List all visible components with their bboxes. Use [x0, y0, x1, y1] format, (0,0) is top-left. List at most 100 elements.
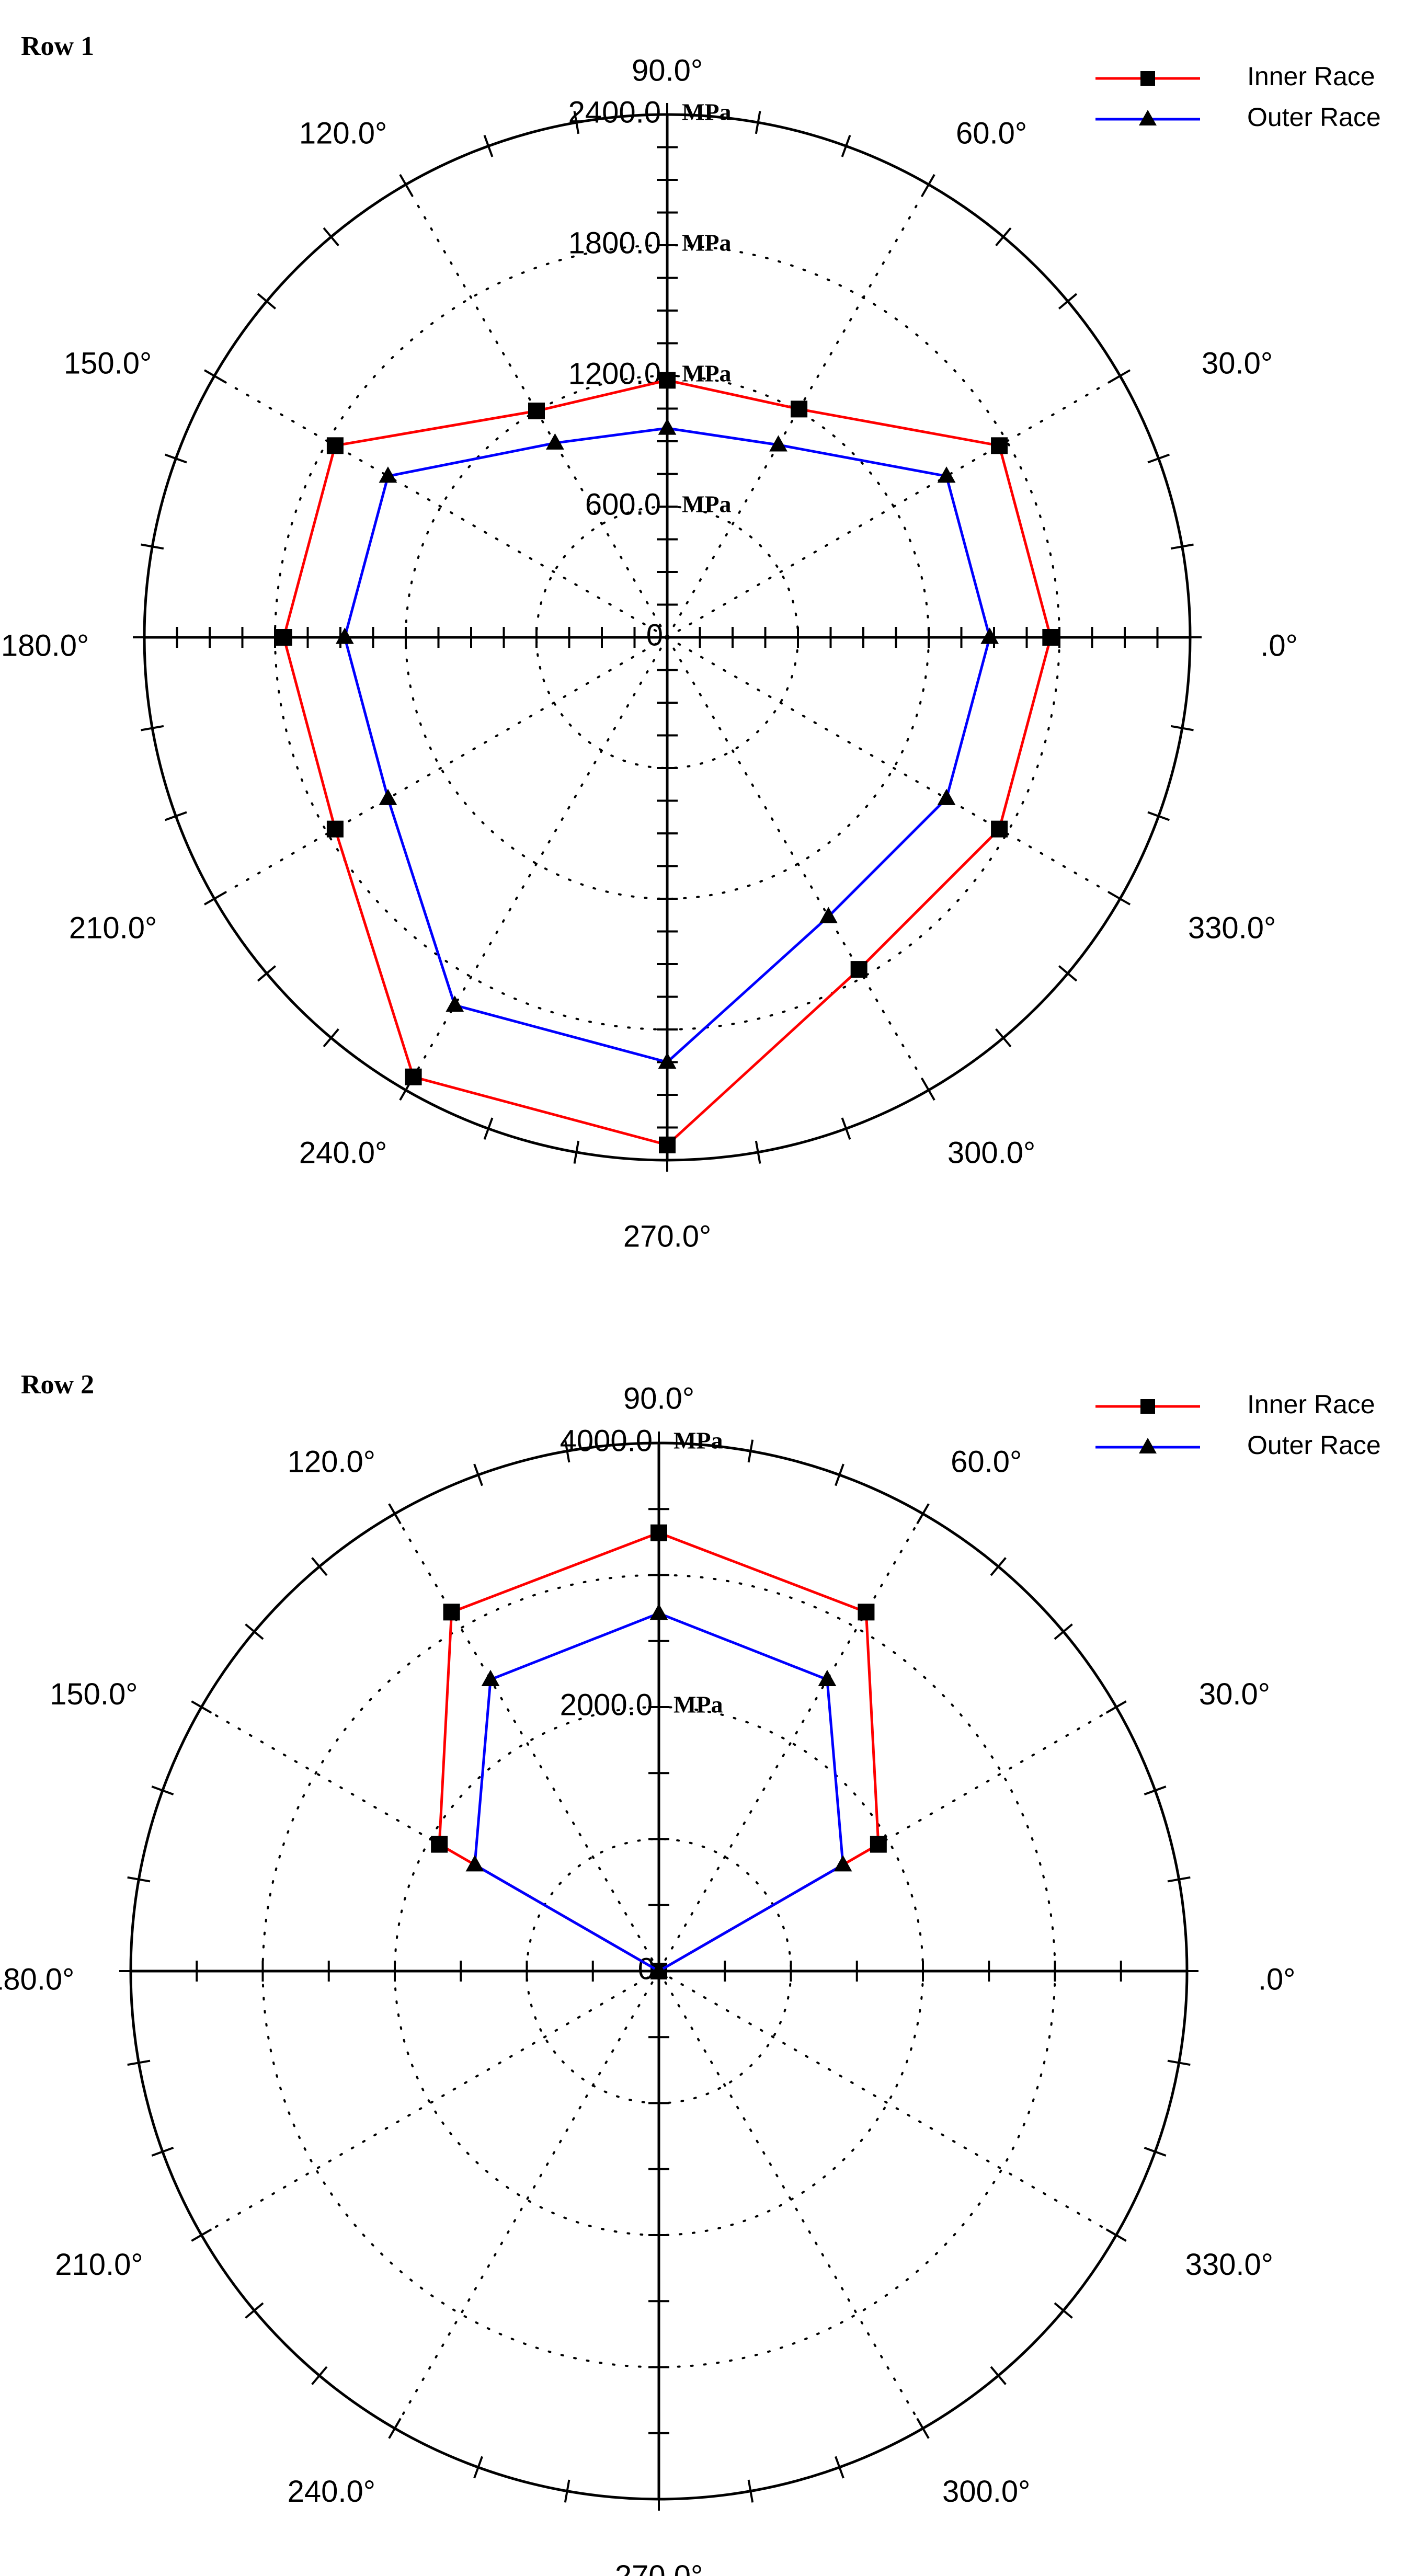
outer-tick: [311, 1557, 328, 1576]
legend-marker-square: [1140, 71, 1155, 86]
outer-tick: [151, 1785, 174, 1795]
data-point-outer-race: [546, 433, 564, 450]
data-point-outer-race: [658, 1052, 677, 1069]
radial-gridline-150: [213, 375, 668, 638]
outer-tick: [203, 369, 225, 383]
angle-label-120: 120.0°: [299, 116, 387, 150]
angle-label-330: 330.0°: [1188, 911, 1276, 945]
data-point-inner-race: [659, 372, 676, 389]
radial-gridline-60: [658, 1513, 924, 1972]
outer-tick: [164, 811, 187, 821]
outer-tick: [164, 453, 187, 464]
outer-tick: [995, 227, 1012, 247]
outer-tick: [191, 1700, 212, 1714]
radial-tick-label: 2000.0: [560, 1688, 653, 1722]
outer-tick: [835, 2456, 844, 2479]
legend-label: Outer Race: [1247, 102, 1381, 132]
outer-tick: [203, 892, 225, 906]
angle-label-330: 330.0°: [1185, 2248, 1273, 2282]
data-point-inner-race: [850, 961, 867, 978]
radial-unit-label: MPa: [682, 230, 732, 256]
legend-label: Inner Race: [1247, 62, 1375, 91]
legend-marker-triangle: [1139, 1438, 1157, 1453]
outer-tick: [151, 2147, 174, 2157]
angle-label-180: 180.0°: [0, 1963, 74, 1997]
outer-tick: [257, 293, 277, 310]
data-point-inner-race: [650, 1524, 667, 1541]
radial-gridline-120: [394, 1513, 660, 1972]
data-point-inner-race: [1042, 629, 1059, 646]
data-point-inner-race: [326, 820, 344, 838]
outer-tick: [841, 1117, 851, 1140]
polar-chart-2: Row 2 .0° 30.0° 60.0° 90.0° 120.0° 150.0° 180.0…: [0, 1370, 1381, 2576]
angle-label-150: 150.0°: [64, 346, 152, 380]
radial-gridline-240: [394, 1970, 660, 2430]
angle-label-30: 30.0°: [1202, 346, 1273, 380]
outer-tick: [1147, 453, 1170, 464]
angle-label-270: 270.0°: [615, 2559, 703, 2576]
legend-marker-triangle: [1139, 110, 1157, 125]
outer-tick: [747, 2479, 754, 2503]
radial-tick-label: 0: [646, 618, 663, 652]
outer-tick: [747, 1439, 754, 1463]
data-point-outer-race: [658, 418, 677, 435]
data-point-outer-race: [481, 1669, 500, 1686]
data-point-inner-race: [858, 1604, 875, 1621]
outer-tick: [1170, 543, 1194, 550]
angle-label-150: 150.0°: [50, 1677, 138, 1711]
data-point-outer-race: [335, 627, 354, 644]
outer-tick: [127, 1876, 151, 1883]
data-point-outer-race: [649, 1961, 668, 1978]
data-point-outer-race: [937, 788, 956, 805]
data-point-outer-race: [379, 466, 397, 483]
polar-chart-1: Row 1 .0° 30.0° 60.0° 90.0° 120.0° 150.0° 180.0…: [1, 31, 1381, 1253]
angle-label-270: 270.0°: [623, 1219, 711, 1253]
data-point-inner-race: [431, 1836, 448, 1853]
data-point-inner-race: [991, 820, 1008, 838]
legend-marker-square: [1140, 1399, 1155, 1414]
outer-tick: [141, 543, 164, 550]
outer-tick: [573, 1140, 580, 1164]
outer-tick: [990, 2366, 1007, 2385]
angle-label-90: 90.0°: [632, 53, 703, 87]
outer-tick: [573, 111, 580, 134]
radial-gridline-30: [658, 1706, 1117, 1972]
data-point-outer-race: [834, 1855, 852, 1872]
data-point-outer-race: [819, 907, 838, 923]
outer-tick: [1144, 1785, 1167, 1795]
legend-label: Outer Race: [1247, 1430, 1381, 1460]
angle-label-30: 30.0°: [1199, 1677, 1270, 1711]
outer-tick: [245, 1623, 264, 1640]
outer-tick: [564, 1439, 570, 1463]
radial-gridline-330: [666, 636, 1122, 900]
data-point-inner-race: [870, 1836, 887, 1853]
outer-tick: [191, 2228, 212, 2242]
radial-tick-label: 1800.0: [568, 226, 661, 260]
outer-tick: [399, 174, 413, 196]
angle-label-300: 300.0°: [947, 1136, 1035, 1170]
outer-tick: [1058, 965, 1078, 982]
data-point-outer-race: [818, 1669, 837, 1686]
angle-label-60: 60.0°: [956, 116, 1027, 150]
data-point-inner-race: [443, 1604, 460, 1621]
outer-tick: [916, 1503, 930, 1525]
data-point-inner-race: [275, 629, 292, 646]
radial-gridline-240: [405, 636, 668, 1092]
row-label: Row 2: [21, 1370, 94, 1400]
data-point-outer-race: [649, 1604, 668, 1620]
angle-label-60: 60.0°: [951, 1445, 1022, 1479]
radial-tick-label: 2400.0: [568, 95, 661, 129]
radial-unit-label: MPa: [682, 99, 732, 125]
data-point-outer-race: [937, 466, 956, 483]
outer-tick: [1109, 892, 1131, 906]
legend-label: Inner Race: [1247, 1390, 1375, 1419]
angle-label-300: 300.0°: [942, 2475, 1030, 2509]
angle-label-120: 120.0°: [288, 1445, 375, 1479]
outer-tick: [1105, 2228, 1127, 2242]
outer-tick: [1170, 725, 1194, 731]
outer-tick: [1167, 2059, 1191, 2066]
angle-label-240: 240.0°: [288, 2475, 375, 2509]
outer-tick: [1109, 369, 1131, 383]
outer-tick: [922, 174, 935, 196]
